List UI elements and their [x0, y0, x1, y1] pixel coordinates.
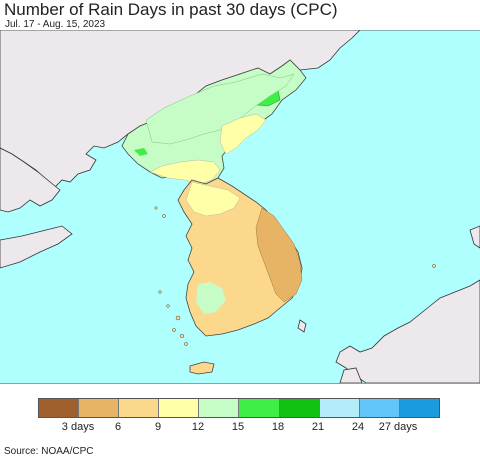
island-jeju	[189, 361, 215, 375]
legend-swatch-7	[319, 399, 360, 417]
legend-labels: 3 days 6 9 12 15 18 21 24 27 days	[0, 421, 480, 435]
land-liaodong	[0, 147, 61, 213]
legend-label-24: 24	[351, 421, 365, 433]
rain-days-map	[0, 30, 480, 384]
legend-label-18: 18	[271, 421, 285, 433]
legend-swatch-3	[159, 399, 200, 417]
legend-swatch-8	[359, 399, 400, 417]
west-coast-islands	[154, 206, 188, 346]
legend-label-6: 6	[114, 421, 122, 433]
land-japan-islet	[469, 225, 480, 249]
legend-label-9: 9	[154, 421, 162, 433]
legend-swatch-1	[79, 399, 120, 417]
zone-15-days-central	[145, 73, 295, 145]
legend-label-12: 12	[191, 421, 205, 433]
date-range: Jul. 17 - Aug. 15, 2023	[5, 19, 106, 30]
legend-swatch-4	[199, 399, 240, 417]
legend-label-3: 3 days	[61, 421, 95, 433]
zone-18-days-coast	[134, 148, 148, 156]
legend-label-21: 21	[311, 421, 325, 433]
zone-15-days-west-coast	[196, 282, 226, 314]
island-ulleung	[432, 264, 436, 268]
source-credit: Source: NOAA/CPC	[4, 446, 94, 457]
color-legend	[38, 398, 440, 418]
land-shandong	[0, 225, 73, 269]
map-title: Number of Rain Days in past 30 days (CPC…	[4, 0, 338, 19]
land-kyushu-tip	[339, 367, 363, 383]
legend-label-15: 15	[231, 421, 245, 433]
land-tsushima	[297, 319, 307, 333]
zone-12-days-east	[219, 113, 267, 155]
legend-swatch-0	[39, 399, 80, 417]
zone-12-days-northwest	[185, 181, 241, 217]
legend-swatch-5	[239, 399, 280, 417]
map-canvas	[0, 30, 480, 383]
zone-12-days-south-nk	[149, 159, 221, 185]
legend-label-27: 27 days	[378, 421, 418, 433]
legend-swatch-6	[279, 399, 320, 417]
legend-swatch-2	[119, 399, 160, 417]
zone-6-days-east-coast	[255, 207, 303, 303]
legend-swatch-9	[399, 399, 439, 417]
